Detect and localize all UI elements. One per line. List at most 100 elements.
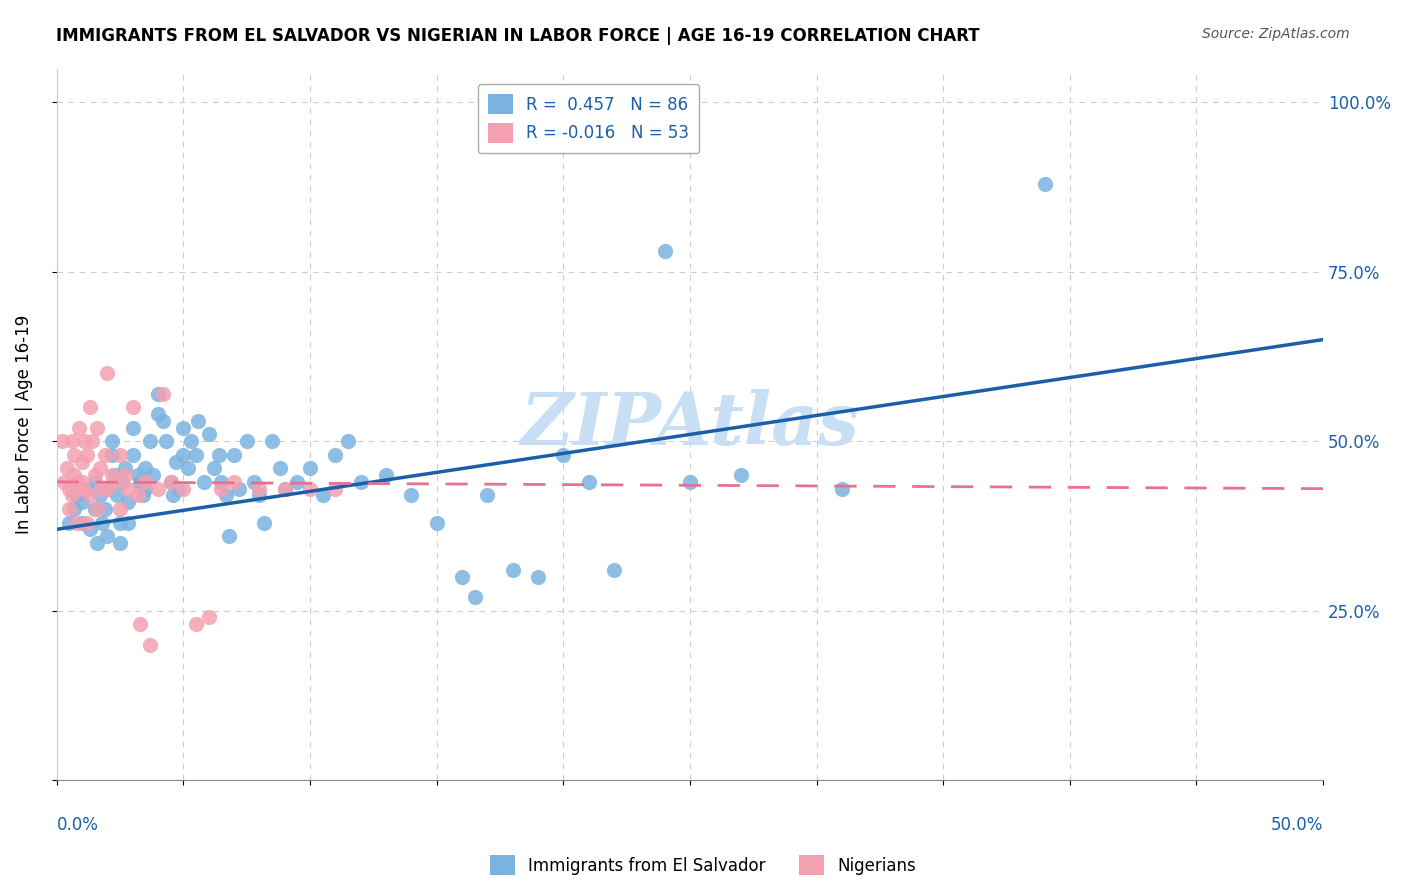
Point <box>79 488 101 502</box>
Text: ZIPAtlas: ZIPAtlas <box>520 389 859 459</box>
Point <box>83 475 105 489</box>
Point <box>146 482 169 496</box>
Point <box>121 448 143 462</box>
Point <box>202 461 225 475</box>
Point <box>502 563 524 577</box>
Point <box>298 461 321 475</box>
Point <box>298 482 321 496</box>
Point <box>108 516 131 530</box>
Point <box>527 570 550 584</box>
Point <box>108 536 131 550</box>
Point <box>79 401 101 415</box>
Point <box>76 482 98 496</box>
Point <box>63 448 86 462</box>
Point <box>114 468 136 483</box>
Text: 0.0%: 0.0% <box>56 815 98 834</box>
Point <box>451 570 474 584</box>
Point <box>86 502 108 516</box>
Point <box>83 468 105 483</box>
Point <box>66 488 89 502</box>
Point <box>247 488 270 502</box>
Point <box>243 475 266 489</box>
Point <box>193 475 215 489</box>
Point <box>184 448 207 462</box>
Point <box>70 454 93 468</box>
Point <box>66 475 89 489</box>
Point <box>654 244 676 259</box>
Legend: Immigrants from El Salvador, Nigerians: Immigrants from El Salvador, Nigerians <box>484 848 922 882</box>
Point <box>162 488 184 502</box>
Point <box>253 516 276 530</box>
Point <box>235 434 257 449</box>
Point <box>76 448 98 462</box>
Point <box>108 448 131 462</box>
Point <box>58 482 80 496</box>
Point <box>67 420 90 434</box>
Point <box>477 488 499 502</box>
Point <box>553 448 575 462</box>
Point <box>70 495 93 509</box>
Point <box>101 468 124 483</box>
Point <box>209 475 232 489</box>
Point <box>91 482 114 496</box>
Point <box>76 516 98 530</box>
Point <box>139 434 162 449</box>
Point <box>96 367 118 381</box>
Point <box>464 590 486 604</box>
Point <box>374 468 396 483</box>
Point <box>117 482 139 496</box>
Point <box>172 482 194 496</box>
Point <box>117 495 139 509</box>
Point <box>134 461 156 475</box>
Point <box>247 482 270 496</box>
Point <box>323 482 346 496</box>
Legend: R =  0.457   N = 86, R = -0.016   N = 53: R = 0.457 N = 86, R = -0.016 N = 53 <box>478 84 699 153</box>
Point <box>187 414 209 428</box>
Point <box>127 468 149 483</box>
Point <box>336 434 359 449</box>
Point <box>58 516 80 530</box>
Point <box>121 401 143 415</box>
Point <box>146 407 169 421</box>
Point <box>86 536 108 550</box>
Point <box>172 448 194 462</box>
Point <box>53 475 76 489</box>
Point <box>60 434 83 449</box>
Point <box>142 468 165 483</box>
Point <box>323 448 346 462</box>
Point <box>93 502 115 516</box>
Point <box>70 516 93 530</box>
Text: Source: ZipAtlas.com: Source: ZipAtlas.com <box>1202 27 1350 41</box>
Point <box>167 482 190 496</box>
Point <box>228 482 250 496</box>
Point <box>129 475 152 489</box>
Point <box>159 475 181 489</box>
Point <box>60 488 83 502</box>
Point <box>108 502 131 516</box>
Point <box>121 420 143 434</box>
Point <box>165 454 187 468</box>
Point <box>127 488 149 502</box>
Point <box>86 420 108 434</box>
Point <box>91 516 114 530</box>
Point <box>107 488 129 502</box>
Point <box>134 482 156 496</box>
Point <box>273 482 295 496</box>
Text: 50.0%: 50.0% <box>1271 815 1323 834</box>
Point <box>831 482 853 496</box>
Point <box>51 434 73 449</box>
Point <box>80 434 103 449</box>
Point <box>101 434 124 449</box>
Point <box>218 529 240 543</box>
Text: IMMIGRANTS FROM EL SALVADOR VS NIGERIAN IN LABOR FORCE | AGE 16-19 CORRELATION C: IMMIGRANTS FROM EL SALVADOR VS NIGERIAN … <box>56 27 980 45</box>
Point <box>96 482 118 496</box>
Point <box>152 386 174 401</box>
Point <box>197 427 219 442</box>
Point <box>129 617 152 632</box>
Point <box>222 448 245 462</box>
Point <box>311 488 333 502</box>
Point <box>104 468 127 483</box>
Point <box>111 475 134 489</box>
Point <box>222 475 245 489</box>
Point <box>58 502 80 516</box>
